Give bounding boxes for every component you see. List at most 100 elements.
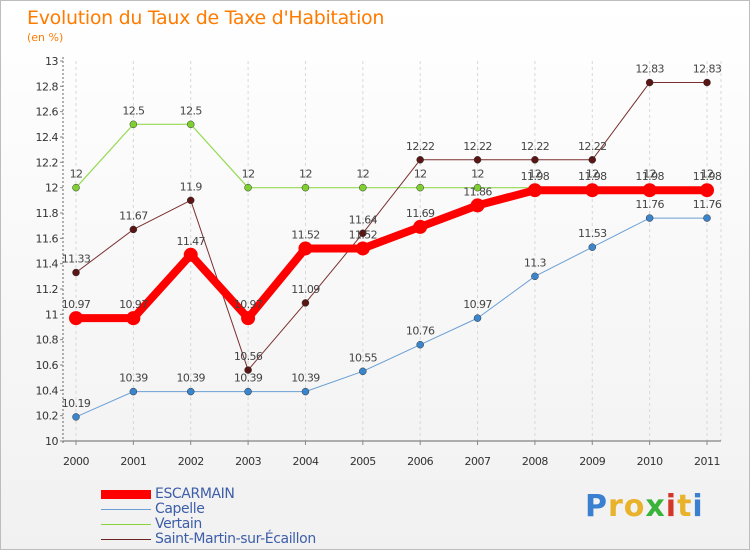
data-point-capelle (531, 272, 539, 281)
data-point-capelle (301, 387, 310, 396)
data-point-vertain (416, 183, 424, 192)
data-label-vertain: 12 (586, 168, 599, 181)
data-label-saint-martin-sur-caillon: 11.67 (119, 209, 148, 222)
data-label-saint-martin-sur-caillon: 10.56 (234, 350, 263, 363)
data-point-vertain (244, 183, 252, 192)
data-point-escarmain (355, 241, 370, 256)
data-point-saint-martin-sur-caillon (359, 229, 367, 238)
data-label-vertain: 12.5 (180, 104, 203, 117)
series-line-capelle (75, 217, 708, 418)
data-label-capelle: 10.39 (119, 372, 148, 385)
legend-label-escarmain: ESCARMAIN (155, 486, 235, 502)
data-point-saint-martin-sur-caillon (531, 156, 539, 164)
y-tick-label: 11.8 (36, 207, 59, 220)
legend-swatch-escarmain (101, 490, 151, 499)
x-tick-label: 2011 (694, 455, 720, 468)
data-label-saint-martin-sur-caillon: 12.83 (693, 63, 722, 76)
x-tick-label: 2002 (178, 455, 204, 468)
data-label-saint-martin-sur-caillon: 11.33 (62, 253, 91, 266)
data-label-vertain: 12 (242, 168, 255, 181)
data-point-escarmain (126, 311, 141, 326)
data-point-saint-martin-sur-caillon (129, 225, 138, 234)
data-label-capelle: 11.76 (693, 198, 722, 211)
series-lines (69, 78, 714, 421)
data-point-capelle (703, 214, 711, 222)
data-point-saint-martin-sur-caillon (244, 366, 252, 374)
data-label-saint-martin-sur-caillon: 12.22 (406, 140, 435, 153)
data-point-saint-martin-sur-caillon (72, 268, 80, 277)
data-label-vertain: 12 (643, 168, 656, 181)
proxiti-logo: Proxiti (585, 489, 704, 524)
data-label-escarmain: 11.98 (635, 170, 664, 183)
x-tick-label: 2006 (407, 455, 433, 468)
data-label-vertain: 12 (529, 168, 542, 181)
y-tick-label: 10.8 (36, 334, 59, 347)
data-label-escarmain: 11.98 (521, 170, 550, 183)
legend-item-escarmain: ESCARMAIN (101, 486, 421, 502)
data-point-escarmain (585, 183, 600, 198)
data-point-capelle (645, 214, 654, 222)
legend-label-vertain: Vertain (155, 516, 202, 532)
data-label-saint-martin-sur-caillon: 12.22 (578, 140, 607, 153)
data-point-escarmain (470, 198, 485, 213)
logo-letter: x (645, 489, 666, 524)
data-label-vertain: 12 (414, 168, 427, 181)
data-label-saint-martin-sur-caillon: 12.83 (635, 63, 664, 76)
series-line-escarmain (72, 186, 711, 323)
data-point-vertain (473, 183, 482, 192)
y-axis-ticks: 10 10.2 10.4 10.6 10.8 11 11.2 11.4 11.6 11.8 12 12… (36, 55, 63, 448)
chart-subtitle: (en %) (27, 31, 64, 44)
data-label-saint-martin-sur-caillon: 12.22 (463, 140, 492, 153)
legend-label-saint-martin: Saint-Martin-sur-Écaillon (155, 531, 316, 547)
data-label-capelle: 11.3 (524, 256, 547, 269)
x-axis-ticks: 2000 2001 2002 2003 2004 2005 2006 2007 2008 2009… (63, 441, 721, 468)
x-tick-label: 2007 (465, 455, 491, 468)
data-point-saint-martin-sur-caillon (301, 299, 310, 307)
data-label-vertain: 12 (471, 168, 484, 181)
data-point-capelle (72, 413, 80, 421)
data-point-escarmain (69, 311, 83, 326)
logo-letter: i (665, 489, 678, 524)
data-point-saint-martin-sur-caillon (703, 78, 711, 87)
y-tick-label: 10.6 (36, 359, 59, 372)
data-label-capelle: 10.39 (176, 372, 205, 385)
x-tick-label: 2009 (579, 455, 605, 468)
data-point-escarmain (183, 247, 198, 262)
y-tick-label: 12.8 (36, 80, 59, 93)
y-tick-label: 10.4 (36, 384, 59, 397)
data-point-capelle (244, 387, 252, 396)
data-point-escarmain (642, 183, 657, 198)
chart-title: Evolution du Taux de Taxe d'Habitation (27, 7, 385, 29)
y-tick-label: 12.6 (36, 106, 59, 119)
logo-letter: i (692, 489, 704, 524)
data-label-capelle: 10.76 (406, 325, 435, 338)
x-tick-label: 2010 (637, 455, 663, 468)
x-tick-label: 2000 (63, 455, 89, 468)
y-tick-label: 10.2 (36, 410, 59, 423)
y-tick-label: 11.6 (36, 232, 59, 245)
data-point-escarmain (527, 183, 542, 198)
data-label-escarmain: 10.97 (62, 298, 91, 311)
data-point-capelle (416, 340, 424, 349)
data-label-escarmain: 10.97 (234, 298, 263, 311)
data-label-vertain: 12 (70, 168, 83, 181)
data-label-vertain: 12.5 (122, 104, 145, 117)
data-label-capelle: 11.53 (578, 227, 607, 240)
data-point-escarmain (413, 219, 428, 234)
data-label-capelle: 11.76 (635, 198, 664, 211)
data-label-capelle: 10.39 (291, 372, 320, 385)
logo-letter: r (608, 489, 624, 524)
data-label-capelle: 10.97 (463, 298, 492, 311)
data-point-saint-martin-sur-caillon (473, 156, 482, 164)
y-tick-label: 11.4 (36, 258, 59, 271)
data-label-vertain: 12 (299, 168, 312, 181)
data-label-saint-martin-sur-caillon: 12.22 (521, 140, 550, 153)
data-point-saint-martin-sur-caillon (416, 156, 424, 164)
series-line-vertain (75, 123, 708, 189)
y-tick-label: 11.2 (36, 283, 59, 296)
data-label-capelle: 10.39 (234, 372, 263, 385)
x-tick-label: 2003 (235, 455, 261, 468)
data-point-capelle (129, 387, 138, 396)
grid-lines (75, 61, 722, 441)
